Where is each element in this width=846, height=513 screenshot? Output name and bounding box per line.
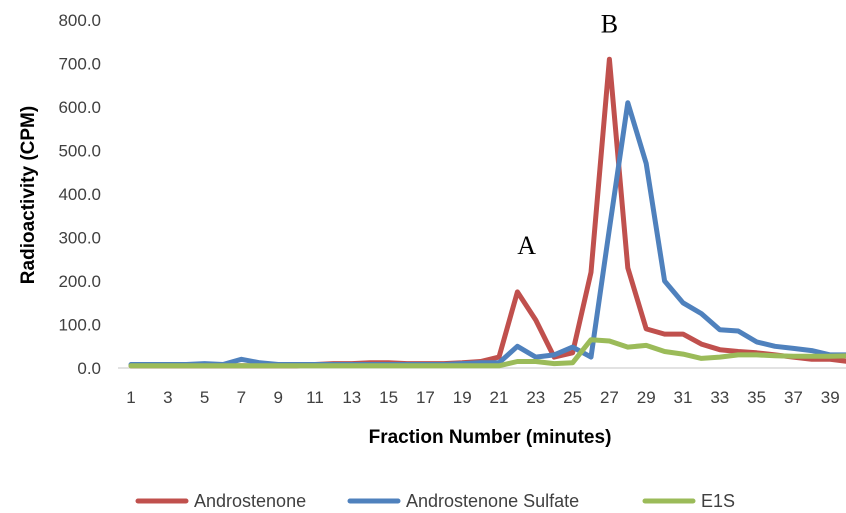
peak-annotation: B — [601, 9, 618, 38]
y-axis: 0.0 100.0 200.0 300.0 400.0 500.0 600.0 700.0 80… — [58, 11, 101, 378]
x-tick-label: 23 — [526, 388, 545, 407]
series-line-3 — [128, 337, 846, 369]
x-axis: 1 3 5 7 9 11 13 15 17 19 21 23 25 27 29 31 33 35 37 39 — [118, 367, 846, 407]
y-tick-label: 200.0 — [58, 272, 101, 291]
y-tick-label: 600.0 — [58, 98, 101, 117]
x-tick-label: 1 — [126, 388, 135, 407]
x-tick-label: 33 — [710, 388, 729, 407]
y-axis-title: Radioactivity (CPM) — [18, 106, 39, 284]
y-tick-label: 0.0 — [77, 359, 101, 378]
y-tick-label: 700.0 — [58, 55, 101, 74]
x-tick-label: 11 — [306, 388, 324, 407]
x-tick-label: 9 — [273, 388, 282, 407]
x-tick-label: 15 — [379, 388, 398, 407]
x-tick-label: 7 — [237, 388, 246, 407]
series-lines — [128, 56, 846, 369]
x-tick-label: 37 — [784, 388, 803, 407]
x-tick-label: 25 — [563, 388, 582, 407]
y-tick-label: 100.0 — [58, 316, 101, 335]
x-tick-label: 39 — [821, 388, 840, 407]
x-tick-label: 13 — [342, 388, 361, 407]
series-line-1 — [128, 56, 846, 369]
x-tick-label: 5 — [200, 388, 209, 407]
y-tick-label: 400.0 — [58, 185, 101, 204]
x-tick-label: 29 — [637, 388, 656, 407]
x-axis-title: Fraction Number (minutes) — [369, 427, 612, 448]
legend: Androstenone Androstenone Sulfate E1S — [135, 491, 735, 511]
peak-annotation: A — [517, 231, 536, 260]
legend-label: Androstenone Sulfate — [406, 491, 579, 511]
series-line-2 — [128, 100, 846, 367]
x-tick-label: 35 — [747, 388, 766, 407]
annotations: AB — [517, 9, 618, 260]
y-tick-label: 300.0 — [58, 229, 101, 248]
y-tick-label: 800.0 — [58, 11, 101, 30]
x-tick-label: 27 — [600, 388, 619, 407]
legend-label: Androstenone — [194, 491, 306, 511]
x-tick-label: 21 — [490, 388, 509, 407]
x-tick-label: 3 — [163, 388, 172, 407]
x-tick-label: 31 — [674, 388, 693, 407]
y-tick-label: 500.0 — [58, 142, 101, 161]
legend-label: E1S — [701, 491, 735, 511]
x-tick-label: 17 — [416, 388, 435, 407]
x-tick-label: 19 — [453, 388, 472, 407]
